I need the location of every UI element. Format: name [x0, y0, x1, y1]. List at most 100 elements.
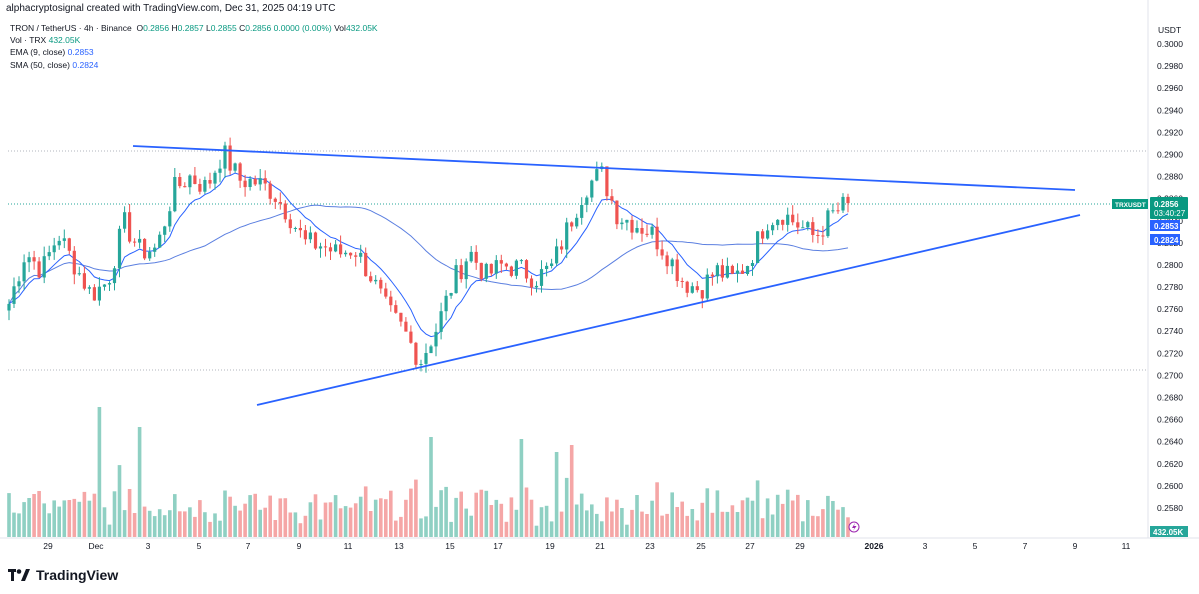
volume-bar — [695, 520, 700, 537]
price-tick-label: 0.2740 — [1157, 326, 1183, 336]
price-chart[interactable]: USDT 0.3000 0.2980 0.2960 0.2940 0.2920 0.290… — [0, 0, 1199, 560]
volume-bar — [429, 437, 433, 537]
candle-body — [710, 274, 714, 277]
volume-bar — [72, 498, 77, 537]
candle-body — [323, 246, 328, 248]
volume-bar — [549, 521, 554, 537]
candle-body — [514, 260, 518, 276]
low-label: L — [205, 23, 211, 33]
volume-bar — [439, 490, 443, 537]
candle-body — [580, 205, 584, 218]
candle-body — [816, 235, 820, 236]
time-tick-label: 25 — [696, 541, 706, 551]
tradingview-logo[interactable]: TradingView — [8, 567, 118, 583]
price-tick-label: 0.2700 — [1157, 370, 1183, 380]
candle-body — [213, 172, 217, 184]
candle-body — [128, 212, 132, 242]
candle-body — [349, 252, 353, 256]
volume-bar — [710, 512, 715, 537]
volume-bar — [188, 507, 192, 537]
volume-bar — [469, 515, 473, 537]
volume-bar — [740, 500, 745, 537]
price-tick-label: 0.2980 — [1157, 61, 1183, 71]
candle-body — [801, 227, 805, 229]
volume-legend-row[interactable]: Vol · TRX 432.05K — [10, 34, 378, 46]
volume-bar — [62, 500, 67, 537]
volume-bar — [831, 501, 835, 537]
candle-body — [374, 279, 378, 282]
candle-body — [766, 230, 770, 239]
volume-bar — [610, 511, 614, 537]
candle-body — [72, 250, 76, 275]
symbol-legend-row[interactable]: TRON / TetherUS · 4h · Binance O0.2856 H… — [10, 22, 378, 34]
volume-bar — [243, 503, 247, 537]
candle-body — [334, 244, 338, 252]
candle-body — [846, 196, 850, 204]
lightning-icon[interactable] — [848, 521, 860, 533]
candle-body — [163, 226, 167, 235]
sma-path — [8, 204, 849, 305]
ema-legend-row[interactable]: EMA (9, close) 0.2853 — [10, 46, 378, 58]
volume-bar — [278, 498, 283, 537]
volume-bar — [228, 496, 232, 537]
candle-body — [745, 266, 750, 274]
volume-bar — [258, 509, 262, 537]
candle-body — [595, 169, 599, 181]
candle-body — [123, 212, 127, 229]
candle-body — [52, 245, 56, 253]
sma-legend-row[interactable]: SMA (50, close) 0.2824 — [10, 59, 378, 71]
ema-tag-text: 0.2853 — [1154, 222, 1179, 231]
candle-body — [781, 219, 785, 225]
last-price-text: 0.2856 — [1154, 200, 1179, 209]
volume-bar — [479, 489, 484, 537]
candle-body — [439, 311, 443, 332]
volume-bar — [323, 502, 328, 537]
volume-bar — [585, 510, 589, 537]
candle-body — [740, 270, 745, 274]
candle-body — [208, 180, 212, 184]
volume-bar — [358, 496, 363, 537]
sma-label: SMA (50, close) — [10, 59, 70, 70]
time-tick-label: 2026 — [865, 541, 884, 551]
candle-body — [253, 178, 257, 185]
candle-body — [158, 234, 162, 248]
candle-body — [298, 228, 302, 231]
volume-bar — [454, 497, 458, 537]
volume-bar — [203, 512, 207, 537]
volume-bar — [57, 506, 61, 537]
candle-body — [303, 230, 307, 240]
volume-bar — [650, 500, 654, 537]
candle-body — [489, 263, 493, 274]
candle-body — [459, 265, 463, 280]
candle-body — [97, 286, 101, 301]
volume-bar — [554, 452, 559, 537]
volume-bar — [293, 512, 298, 537]
price-tick-label: 0.2580 — [1157, 503, 1183, 513]
sma-value: 0.2824 — [72, 59, 99, 70]
volume-bar — [780, 503, 785, 537]
volume-bar — [273, 520, 278, 537]
symbol-tag-text: TRXUSDT — [1115, 202, 1146, 209]
volume-bar — [87, 500, 92, 537]
volume-bar — [735, 512, 740, 537]
time-tick-label: Dec — [88, 541, 104, 551]
time-tick-label: 13 — [394, 541, 404, 551]
candle-body — [811, 222, 815, 235]
time-tick-label: 9 — [1073, 541, 1078, 551]
candle-body — [318, 246, 323, 249]
footer — [0, 560, 1199, 594]
time-tick-label: 29 — [43, 541, 53, 551]
candle-body — [328, 247, 333, 252]
volume-bar — [288, 512, 293, 537]
price-tick-label: 0.2720 — [1157, 348, 1183, 358]
candle-body — [821, 235, 825, 237]
volume-bar — [579, 493, 584, 537]
volume-bar — [7, 493, 11, 537]
close-label: C — [239, 23, 246, 33]
support-trendline[interactable] — [256, 214, 1081, 406]
time-tick-label: 11 — [1122, 541, 1131, 551]
candle-body — [545, 265, 549, 269]
candle-body — [479, 262, 483, 279]
candle-body — [650, 226, 654, 235]
resistance-trendline[interactable] — [132, 145, 1076, 191]
